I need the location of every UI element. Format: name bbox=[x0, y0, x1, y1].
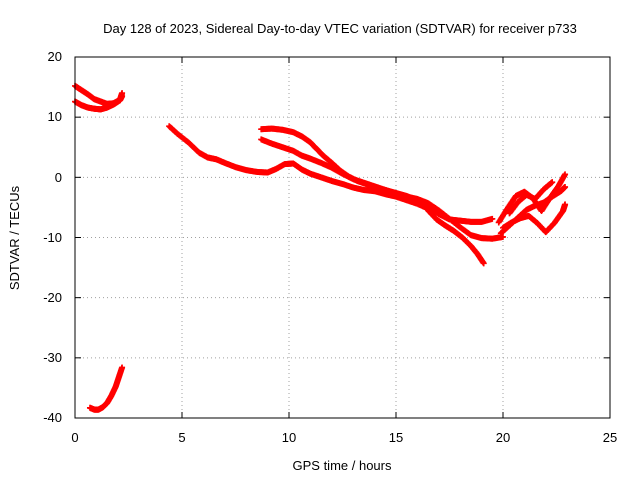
series-track-early-b bbox=[72, 93, 126, 113]
plus-marker bbox=[489, 215, 496, 222]
plus-marker bbox=[119, 93, 126, 100]
y-tick-label: -20 bbox=[43, 290, 62, 305]
y-tick-label: -30 bbox=[43, 350, 62, 365]
x-tick-label: 15 bbox=[389, 430, 403, 445]
y-axis-label: SDTVAR / TECUs bbox=[7, 185, 22, 290]
x-tick-label: 0 bbox=[71, 430, 78, 445]
y-tick-label: 10 bbox=[48, 109, 62, 124]
x-tick-label: 5 bbox=[178, 430, 185, 445]
plus-marker bbox=[562, 171, 569, 178]
x-tick-label: 25 bbox=[603, 430, 617, 445]
series-track-late-c bbox=[500, 201, 569, 236]
series-track-mid-lower bbox=[258, 136, 506, 242]
plot-frame bbox=[74, 56, 611, 419]
y-tick-label: -10 bbox=[43, 230, 62, 245]
plus-marker bbox=[562, 201, 569, 208]
y-tick-label: -40 bbox=[43, 410, 62, 425]
y-tick-label: 20 bbox=[48, 49, 62, 64]
x-tick-label: 20 bbox=[496, 430, 510, 445]
series-track-dip bbox=[425, 207, 487, 267]
y-tick-label: 0 bbox=[55, 170, 62, 185]
data-points bbox=[72, 82, 569, 413]
plus-marker bbox=[549, 179, 556, 186]
x-axis-label: GPS time / hours bbox=[293, 458, 392, 473]
series-track-late-d bbox=[506, 179, 556, 217]
x-tick-labels: 0 5 10 15 20 25 bbox=[71, 430, 617, 445]
plus-marker bbox=[562, 183, 569, 190]
y-tick-labels: -40 -30 -20 -10 0 10 20 bbox=[43, 49, 62, 425]
series-track-negative bbox=[86, 364, 126, 413]
plus-marker bbox=[119, 364, 126, 371]
plus-marker bbox=[480, 260, 487, 267]
chart-title: Day 128 of 2023, Sidereal Day-to-day VTE… bbox=[103, 21, 577, 36]
x-tick-label: 10 bbox=[282, 430, 296, 445]
